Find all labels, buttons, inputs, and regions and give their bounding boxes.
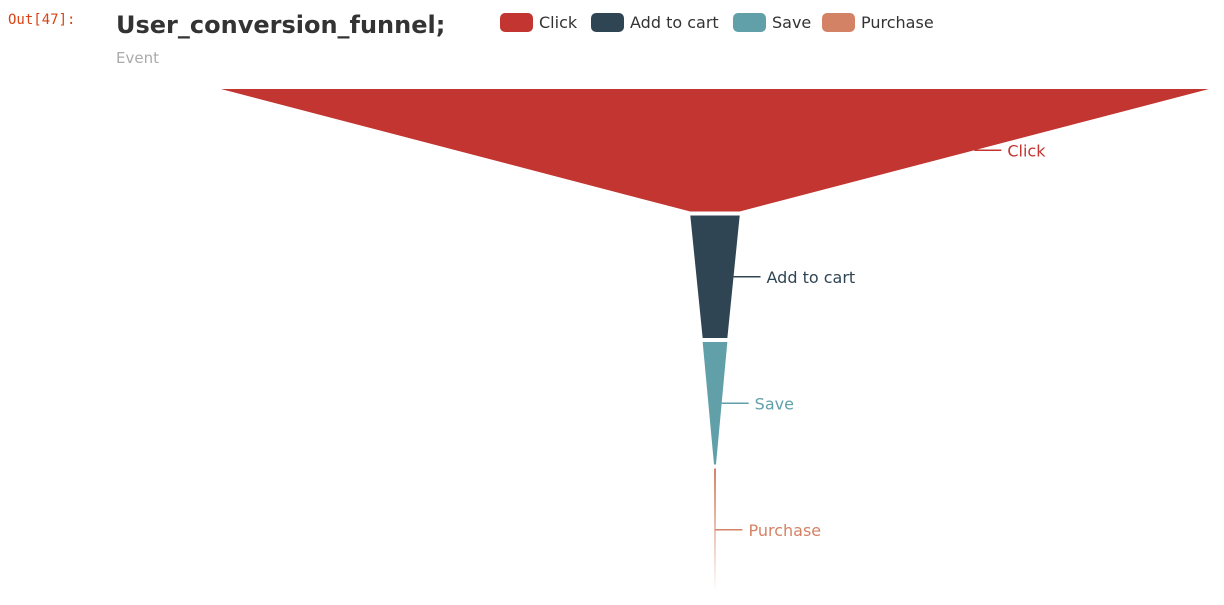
legend-label-purchase[interactable]: Purchase: [861, 13, 934, 32]
funnel-labels: Click Add to cart Save Purchase: [715, 141, 1046, 540]
legend-swatch-click[interactable]: [500, 13, 533, 32]
output-prompt: Out[47]:: [8, 12, 76, 28]
chart-subtitle: Event: [116, 49, 159, 67]
legend-swatch-add-to-cart[interactable]: [591, 13, 624, 32]
funnel-label-click: Click: [1007, 141, 1046, 160]
legend-swatch-purchase[interactable]: [822, 13, 855, 32]
funnel-segment-click[interactable]: [221, 89, 1209, 212]
legend-label-add-to-cart[interactable]: Add to cart: [630, 13, 719, 32]
legend-label-save[interactable]: Save: [772, 13, 811, 32]
funnel-label-save: Save: [755, 394, 794, 413]
funnel-label-add-to-cart: Add to cart: [767, 268, 856, 287]
funnel-segment-save[interactable]: [702, 342, 728, 465]
funnel-segment-add-to-cart[interactable]: [690, 215, 740, 339]
legend: Click Add to cart Save Purchase: [500, 13, 934, 32]
funnel-segment-purchase[interactable]: [714, 468, 716, 592]
legend-swatch-save[interactable]: [733, 13, 766, 32]
funnel-segments: [221, 89, 1209, 591]
legend-label-click[interactable]: Click: [539, 13, 578, 32]
funnel-label-purchase: Purchase: [748, 521, 821, 540]
chart-title: User_conversion_funnel;: [116, 11, 445, 39]
